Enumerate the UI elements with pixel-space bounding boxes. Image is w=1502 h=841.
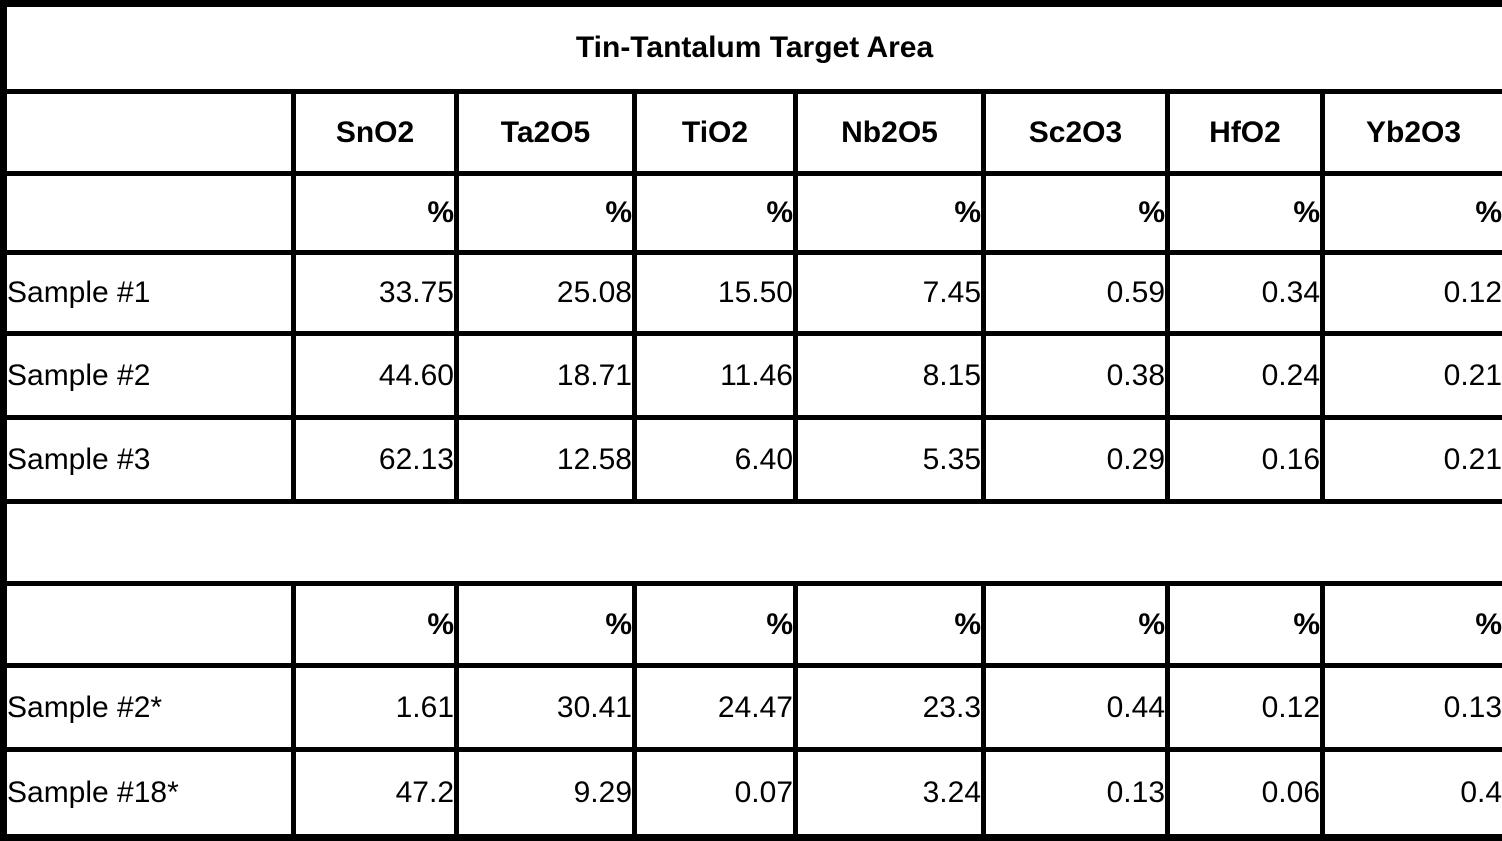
column-header-hfo2: HfO2 <box>1168 92 1323 174</box>
column-header-tio2: TiO2 <box>635 92 796 174</box>
value-cell: 0.12 <box>1168 666 1323 750</box>
value-cell: 0.24 <box>1168 334 1323 418</box>
unit-cell: % <box>294 584 457 666</box>
unit-cell: % <box>635 174 796 253</box>
spacer-row <box>4 502 1502 584</box>
unit-row-section2: % % % % % % % <box>4 584 1502 666</box>
value-cell: 44.60 <box>294 334 457 418</box>
value-cell: 6.40 <box>635 418 796 502</box>
table-row-sample-2: Sample #2 44.60 18.71 11.46 8.15 0.38 0.… <box>4 334 1502 418</box>
unit-cell: % <box>1323 174 1502 253</box>
value-cell: 12.58 <box>457 418 635 502</box>
unit-cell: % <box>984 584 1168 666</box>
column-header-nb2o5: Nb2O5 <box>796 92 984 174</box>
value-cell: 0.44 <box>984 666 1168 750</box>
row-label: Sample #18* <box>4 750 294 838</box>
value-cell: 0.34 <box>1168 253 1323 334</box>
column-header-ta2o5: Ta2O5 <box>457 92 635 174</box>
unit-cell: % <box>1323 584 1502 666</box>
title-row: Tin-Tantalum Target Area <box>4 4 1502 92</box>
unit-cell: % <box>984 174 1168 253</box>
value-cell: 25.08 <box>457 253 635 334</box>
value-cell: 0.21 <box>1323 418 1502 502</box>
column-header-sno2: SnO2 <box>294 92 457 174</box>
empty-cell <box>4 174 294 253</box>
unit-cell: % <box>796 174 984 253</box>
empty-cell <box>4 584 294 666</box>
value-cell: 0.29 <box>984 418 1168 502</box>
unit-cell: % <box>457 174 635 253</box>
table-row-sample-3: Sample #3 62.13 12.58 6.40 5.35 0.29 0.1… <box>4 418 1502 502</box>
table-row-sample-1: Sample #1 33.75 25.08 15.50 7.45 0.59 0.… <box>4 253 1502 334</box>
row-label: Sample #1 <box>4 253 294 334</box>
value-cell: 8.15 <box>796 334 984 418</box>
value-cell: 18.71 <box>457 334 635 418</box>
value-cell: 0.4 <box>1323 750 1502 838</box>
value-cell: 24.47 <box>635 666 796 750</box>
unit-cell: % <box>1168 584 1323 666</box>
value-cell: 0.13 <box>984 750 1168 838</box>
table-row-sample-18-star: Sample #18* 47.2 9.29 0.07 3.24 0.13 0.0… <box>4 750 1502 838</box>
value-cell: 0.13 <box>1323 666 1502 750</box>
value-cell: 23.3 <box>796 666 984 750</box>
value-cell: 1.61 <box>294 666 457 750</box>
row-label: Sample #3 <box>4 418 294 502</box>
column-header-sc2o3: Sc2O3 <box>984 92 1168 174</box>
column-header-yb2o3: Yb2O3 <box>1323 92 1502 174</box>
table-title: Tin-Tantalum Target Area <box>4 4 1502 92</box>
unit-cell: % <box>294 174 457 253</box>
value-cell: 30.41 <box>457 666 635 750</box>
value-cell: 9.29 <box>457 750 635 838</box>
value-cell: 0.59 <box>984 253 1168 334</box>
row-label: Sample #2 <box>4 334 294 418</box>
value-cell: 33.75 <box>294 253 457 334</box>
value-cell: 0.12 <box>1323 253 1502 334</box>
value-cell: 3.24 <box>796 750 984 838</box>
value-cell: 5.35 <box>796 418 984 502</box>
spacer-cell <box>4 502 1502 584</box>
table-row-sample-2-star: Sample #2* 1.61 30.41 24.47 23.3 0.44 0.… <box>4 666 1502 750</box>
value-cell: 15.50 <box>635 253 796 334</box>
value-cell: 0.21 <box>1323 334 1502 418</box>
corner-cell <box>4 92 294 174</box>
unit-cell: % <box>1168 174 1323 253</box>
unit-cell: % <box>457 584 635 666</box>
value-cell: 0.38 <box>984 334 1168 418</box>
unit-cell: % <box>635 584 796 666</box>
header-row: SnO2 Ta2O5 TiO2 Nb2O5 Sc2O3 HfO2 Yb2O3 <box>4 92 1502 174</box>
value-cell: 11.46 <box>635 334 796 418</box>
value-cell: 62.13 <box>294 418 457 502</box>
value-cell: 0.07 <box>635 750 796 838</box>
value-cell: 0.06 <box>1168 750 1323 838</box>
unit-cell: % <box>796 584 984 666</box>
row-label: Sample #2* <box>4 666 294 750</box>
value-cell: 47.2 <box>294 750 457 838</box>
unit-row-section1: % % % % % % % <box>4 174 1502 253</box>
value-cell: 0.16 <box>1168 418 1323 502</box>
value-cell: 7.45 <box>796 253 984 334</box>
